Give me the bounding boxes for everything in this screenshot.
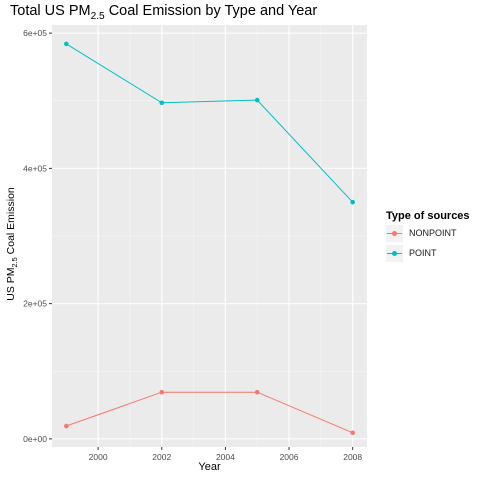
legend-key-nonpoint [386, 224, 403, 242]
legend-label-nonpoint: NONPOINT [409, 228, 457, 238]
legend-title: Type of sources [386, 210, 470, 222]
legend: Type of sources NONPOINT POINT [386, 210, 470, 262]
legend-item-nonpoint: NONPOINT [386, 224, 470, 242]
data-point-point [159, 100, 165, 106]
data-point-nonpoint [254, 389, 260, 395]
y-axis-title: US PM2.5 Coal Emission [4, 187, 20, 301]
x-tick-label: 2004 [216, 452, 235, 462]
legend-item-point: POINT [386, 244, 470, 262]
x-tick-label: 2008 [343, 452, 362, 462]
x-tick-label: 2002 [152, 452, 171, 462]
y-tick-label: 4e+05 [23, 163, 47, 173]
y-tick-label: 6e+05 [23, 28, 47, 38]
series-line-nonpoint [66, 391, 353, 434]
y-tick-label: 2e+05 [23, 299, 47, 309]
x-axis-title: Year [198, 461, 221, 473]
series-line-point [66, 43, 354, 203]
data-point-point [64, 41, 69, 47]
data-point-point [254, 97, 260, 103]
legend-key-point [386, 244, 403, 262]
y-tick-label: 0e+00 [23, 434, 47, 444]
x-tick-label: 2000 [89, 452, 108, 462]
x-tick-label: 2006 [280, 452, 299, 462]
chart-title: Total US PM2.5 Coal Emission by Type and… [10, 3, 318, 22]
data-point-point [350, 199, 355, 205]
data-point-nonpoint [64, 423, 69, 429]
data-point-nonpoint [159, 389, 165, 395]
data-point-nonpoint [350, 430, 355, 436]
legend-label-point: POINT [409, 248, 437, 258]
